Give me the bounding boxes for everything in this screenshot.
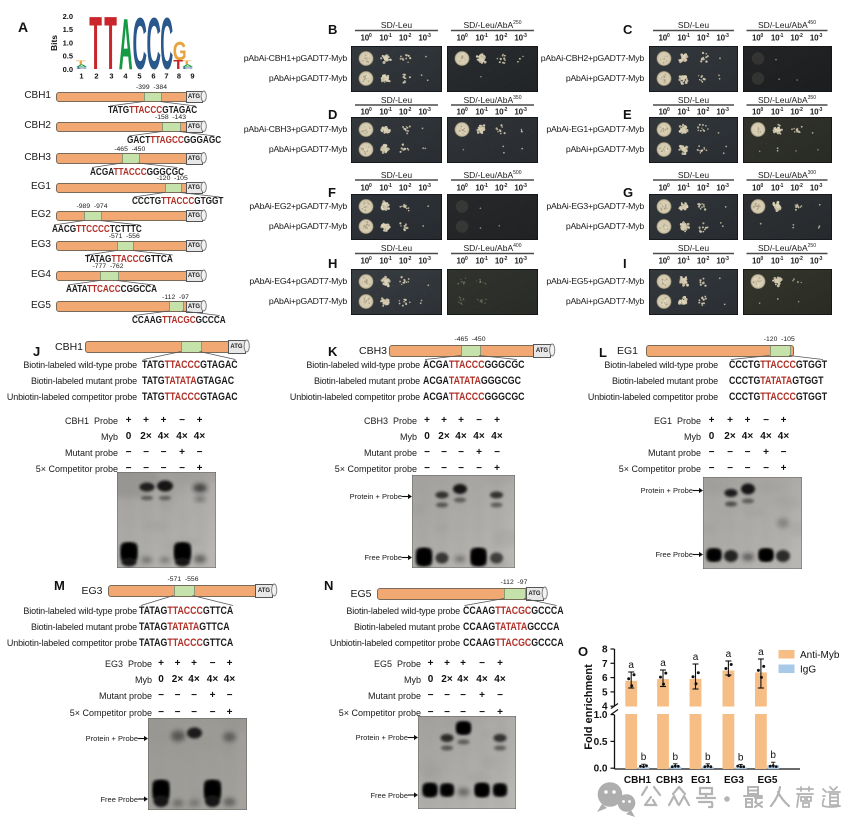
svg-text:T: T <box>173 59 183 73</box>
svg-text:a: a <box>758 647 764 658</box>
svg-text:a: a <box>660 658 666 669</box>
svg-text:8: 8 <box>602 645 608 656</box>
svg-text:T: T <box>182 60 193 66</box>
svg-text:7: 7 <box>164 72 168 81</box>
svg-text:3: 3 <box>109 72 113 81</box>
svg-text:b: b <box>673 752 679 763</box>
svg-text:A: A <box>182 64 193 68</box>
svg-text:a: a <box>628 660 634 671</box>
svg-text:5: 5 <box>137 72 141 81</box>
svg-text:Fold enrichment: Fold enrichment <box>583 664 595 750</box>
svg-text:T: T <box>104 6 117 82</box>
svg-text:Anti-Myb: Anti-Myb <box>800 650 840 661</box>
svg-text:C: C <box>133 6 147 82</box>
svg-text:IgG: IgG <box>800 665 816 676</box>
svg-text:C: C <box>76 67 87 70</box>
svg-text:7: 7 <box>602 659 608 670</box>
svg-text:b: b <box>705 752 711 763</box>
svg-text:5: 5 <box>602 687 608 698</box>
svg-text:b: b <box>641 752 647 763</box>
svg-text:G: G <box>173 37 187 66</box>
svg-text:b: b <box>738 752 744 763</box>
svg-text:1.0: 1.0 <box>594 710 608 721</box>
svg-text:CBH1: CBH1 <box>624 775 652 786</box>
svg-text:C: C <box>160 6 173 82</box>
svg-text:EG1: EG1 <box>691 775 711 786</box>
svg-text:T: T <box>76 60 87 66</box>
svg-text:0.0: 0.0 <box>594 764 608 775</box>
svg-text:CBH3: CBH3 <box>656 775 684 786</box>
svg-text:4: 4 <box>123 72 128 81</box>
svg-text:T: T <box>89 6 102 82</box>
svg-text:9: 9 <box>190 72 194 81</box>
svg-text:a: a <box>726 649 732 660</box>
svg-text:a: a <box>693 652 699 663</box>
svg-text:2.0: 2.0 <box>63 12 73 21</box>
svg-text:EG5: EG5 <box>757 775 777 786</box>
svg-text:C: C <box>182 67 193 70</box>
svg-text:Bits: Bits <box>50 35 59 51</box>
svg-text:C: C <box>147 6 161 82</box>
svg-text:b: b <box>770 750 776 761</box>
svg-text:0.5: 0.5 <box>594 737 608 748</box>
svg-text:0.5: 0.5 <box>63 52 73 61</box>
svg-text:A: A <box>76 64 87 68</box>
svg-text:1: 1 <box>79 72 83 81</box>
svg-text:1.5: 1.5 <box>63 25 73 34</box>
svg-text:4: 4 <box>602 702 608 713</box>
svg-text:EG3: EG3 <box>724 775 744 786</box>
svg-text:1.0: 1.0 <box>63 38 73 47</box>
svg-text:A: A <box>119 6 133 82</box>
svg-text:6: 6 <box>151 72 155 81</box>
svg-text:8: 8 <box>177 72 181 81</box>
svg-text:0.0: 0.0 <box>63 65 73 74</box>
svg-text:2: 2 <box>94 72 98 81</box>
svg-text:6: 6 <box>602 673 608 684</box>
